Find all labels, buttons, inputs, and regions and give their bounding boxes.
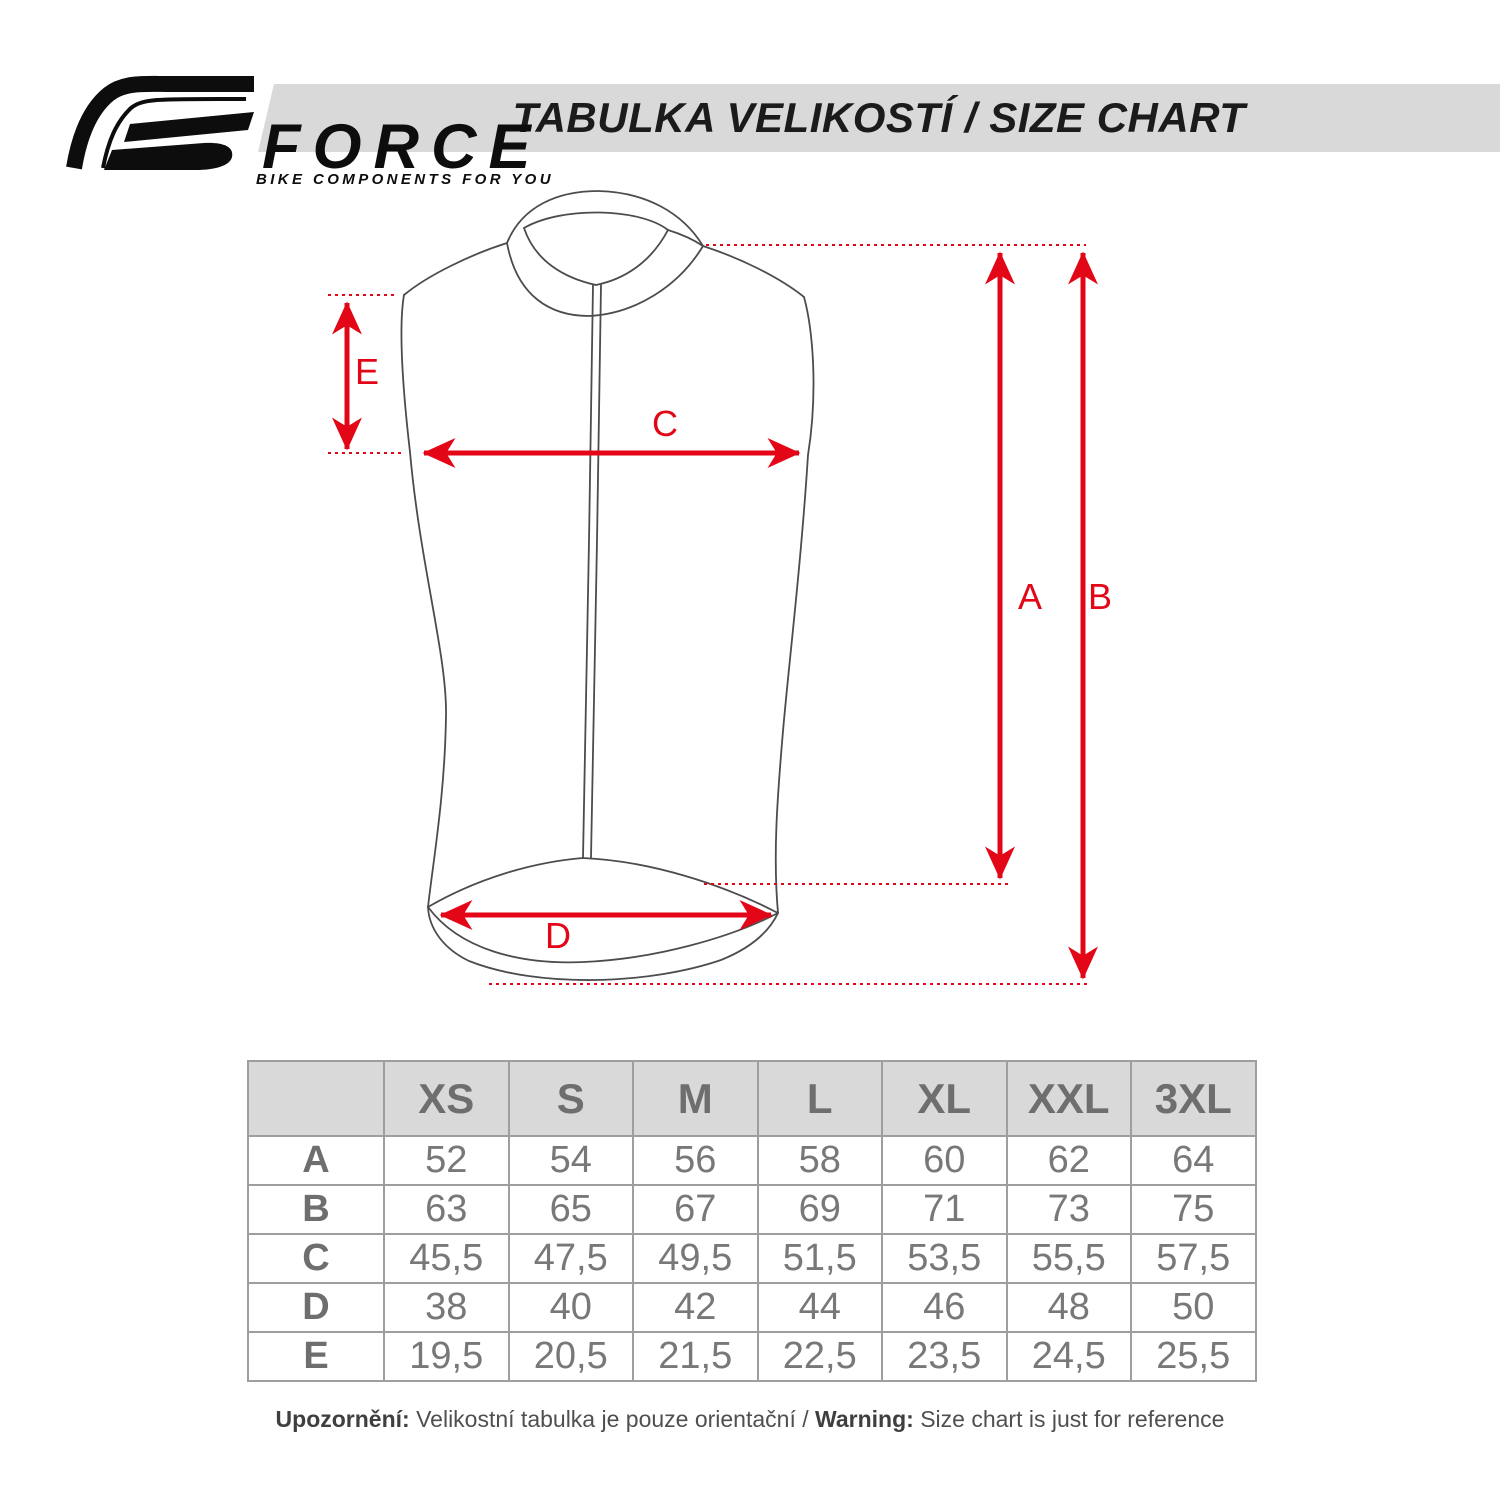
dimension-dotted-lines <box>328 244 1088 985</box>
footer-warning-cs-text: Velikostní tabulka je pouze orientační / <box>409 1406 816 1432</box>
size-value-cell: 53,5 <box>881 1233 1008 1284</box>
size-value-cell: 52 <box>383 1135 510 1186</box>
size-table-row: D 38 40 42 44 46 48 50 <box>247 1282 1257 1333</box>
size-value-cell: 69 <box>756 1184 883 1235</box>
size-column-header: 3XL <box>1130 1060 1257 1137</box>
size-value-cell: 57,5 <box>1130 1233 1257 1284</box>
size-value-cell: 49,5 <box>632 1233 759 1284</box>
size-table-row: C 45,5 47,5 49,5 51,5 53,5 55,5 57,5 <box>247 1233 1257 1284</box>
size-value-cell: 44 <box>756 1282 883 1333</box>
size-value-cell: 71 <box>881 1184 1008 1235</box>
page-title: TABULKA VELIKOSTÍ / SIZE CHART <box>512 94 1246 141</box>
title-band <box>258 84 1500 152</box>
size-value-cell: 62 <box>1005 1135 1132 1186</box>
dimension-label-a: A <box>1017 576 1043 617</box>
dimension-arrows <box>332 251 1098 980</box>
size-value-cell: 75 <box>1130 1184 1257 1235</box>
footer-warning-cs-label: Upozornění: <box>275 1406 410 1432</box>
size-row-label: B <box>247 1184 385 1235</box>
size-table-row: E 19,5 20,5 21,5 22,5 23,5 24,5 25,5 <box>247 1331 1257 1382</box>
vest-outline <box>400 190 815 981</box>
size-row-label: E <box>247 1331 385 1382</box>
size-value-cell: 67 <box>632 1184 759 1235</box>
size-column-header: XL <box>881 1060 1008 1137</box>
size-value-cell: 65 <box>507 1184 634 1235</box>
size-value-cell: 51,5 <box>756 1233 883 1284</box>
size-value-cell: 23,5 <box>881 1331 1008 1382</box>
size-column-header: L <box>756 1060 883 1137</box>
size-value-cell: 55,5 <box>1005 1233 1132 1284</box>
size-table-container: XS S M L XL XXL 3XL A 52 54 56 58 60 62 64 B 63 65 67 69 71… <box>247 1060 1257 1382</box>
footer-warning: Upozornění: Velikostní tabulka je pouze … <box>0 1406 1500 1433</box>
size-row-label: C <box>247 1233 385 1284</box>
size-column-header: XS <box>383 1060 510 1137</box>
size-table-row: B 63 65 67 69 71 73 75 <box>247 1184 1257 1235</box>
dimension-label-b: B <box>1087 576 1113 617</box>
footer-warning-en-label: Warning: <box>815 1406 914 1432</box>
size-value-cell: 40 <box>507 1282 634 1333</box>
size-row-label: A <box>247 1135 385 1186</box>
force-logo-icon <box>66 75 254 170</box>
size-value-cell: 24,5 <box>1005 1331 1132 1382</box>
size-value-cell: 38 <box>383 1282 510 1333</box>
size-value-cell: 54 <box>507 1135 634 1186</box>
size-value-cell: 20,5 <box>507 1331 634 1382</box>
size-value-cell: 58 <box>756 1135 883 1186</box>
size-value-cell: 42 <box>632 1282 759 1333</box>
size-column-header: M <box>632 1060 759 1137</box>
size-table-header-row: XS S M L XL XXL 3XL <box>247 1060 1257 1137</box>
size-table-corner-cell <box>247 1060 385 1137</box>
size-value-cell: 21,5 <box>632 1331 759 1382</box>
size-value-cell: 47,5 <box>507 1233 634 1284</box>
size-value-cell: 50 <box>1130 1282 1257 1333</box>
size-value-cell: 19,5 <box>383 1331 510 1382</box>
footer-warning-en-text: Size chart is just for reference <box>913 1406 1225 1432</box>
size-table: XS S M L XL XXL 3XL A 52 54 56 58 60 62 64 B 63 65 67 69 71… <box>247 1060 1257 1382</box>
size-value-cell: 63 <box>383 1184 510 1235</box>
dimension-label-c: C <box>652 403 678 444</box>
size-value-cell: 45,5 <box>383 1233 510 1284</box>
size-value-cell: 22,5 <box>756 1331 883 1382</box>
dimension-label-d: D <box>545 915 571 956</box>
size-value-cell: 48 <box>1005 1282 1132 1333</box>
size-value-cell: 56 <box>632 1135 759 1186</box>
size-row-label: D <box>247 1282 385 1333</box>
size-value-cell: 73 <box>1005 1184 1132 1235</box>
size-column-header: XXL <box>1005 1060 1132 1137</box>
size-value-cell: 46 <box>881 1282 1008 1333</box>
size-value-cell: 25,5 <box>1130 1331 1257 1382</box>
size-value-cell: 64 <box>1130 1135 1257 1186</box>
brand-wordmark: FORCE <box>262 112 543 182</box>
brand-tagline: BIKE COMPONENTS FOR YOU <box>256 171 554 188</box>
size-column-header: S <box>507 1060 634 1137</box>
size-table-row: A 52 54 56 58 60 62 64 <box>247 1135 1257 1186</box>
size-value-cell: 60 <box>881 1135 1008 1186</box>
size-table-body: A 52 54 56 58 60 62 64 B 63 65 67 69 71 73 75 C 45,5 47,5 4… <box>247 1135 1257 1382</box>
dimension-label-e: E <box>354 351 380 392</box>
